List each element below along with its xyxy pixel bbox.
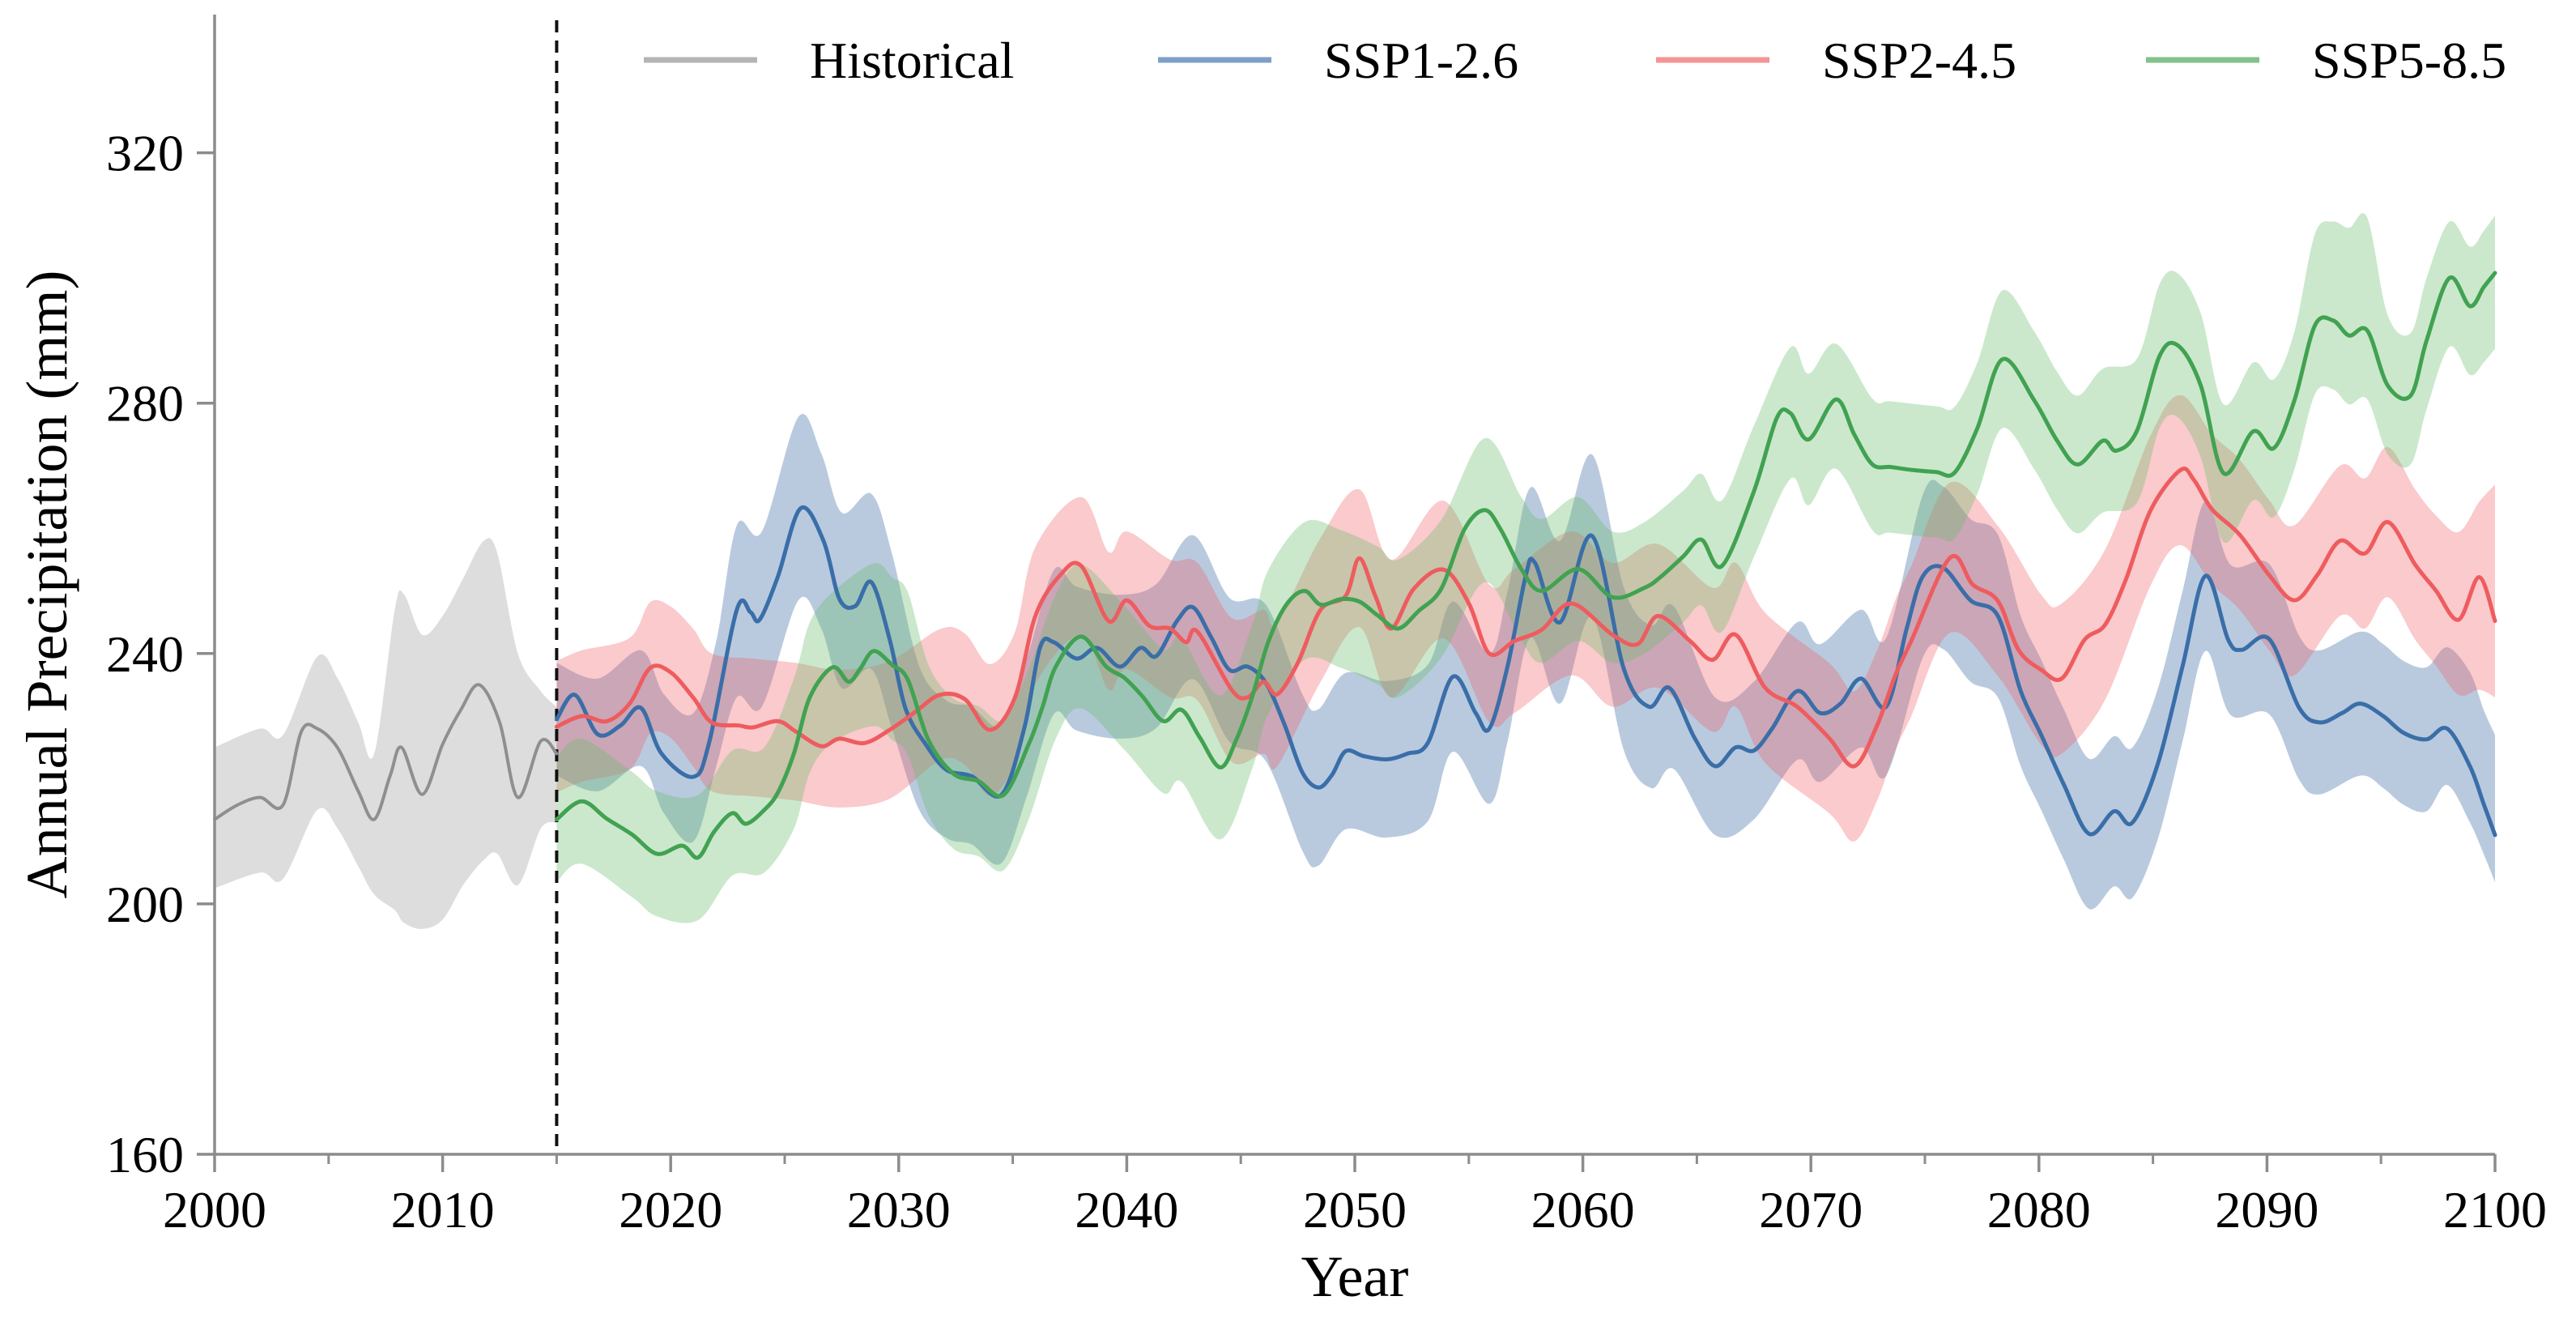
x-tick-label: 2040 — [1075, 1181, 1178, 1239]
x-tick-label: 2080 — [1987, 1181, 2091, 1239]
y-axis-title: Annual Precipitation (mm) — [15, 271, 79, 899]
band-ssp1-2-6 — [556, 414, 2496, 910]
x-tick-label: 2090 — [2215, 1181, 2318, 1239]
line-historical — [213, 683, 559, 821]
x-tick-label: 2000 — [163, 1181, 266, 1239]
y-tick-label: 160 — [106, 1126, 184, 1183]
y-tick-label: 200 — [106, 876, 184, 933]
x-axis-title: Year — [1301, 1244, 1409, 1309]
band-ssp2-4-5 — [556, 394, 2496, 842]
legend: Historical SSP1-2.6 SSP2-4.5 SSP5-8.5 — [644, 32, 2506, 89]
y-tick-label: 240 — [106, 625, 184, 683]
line-ssp2-4-5 — [554, 467, 2497, 769]
x-tick-label: 2030 — [847, 1181, 951, 1239]
x-tick-label: 2070 — [1759, 1181, 1863, 1239]
axes: 160 200 240 280 320 2000 2010 2020 2030 2040 2050 2… — [106, 15, 2547, 1239]
x-tick-label: 2010 — [391, 1181, 495, 1239]
legend-label: SSP2-4.5 — [1822, 32, 2016, 89]
x-tick-label: 2020 — [619, 1181, 722, 1239]
x-tick-label: 2060 — [1531, 1181, 1635, 1239]
legend-label: SSP5-8.5 — [2312, 32, 2506, 89]
x-tick-label: 2050 — [1303, 1181, 1407, 1239]
x-tick-label: 2100 — [2443, 1181, 2547, 1239]
legend-label: SSP1-2.6 — [1324, 32, 1518, 89]
line-ssp1-2-6 — [554, 505, 2497, 838]
y-tick-label: 320 — [106, 125, 184, 182]
y-tick-label: 280 — [106, 375, 184, 433]
band-historical — [215, 538, 557, 929]
legend-label: Historical — [810, 32, 1014, 89]
mean-lines — [213, 271, 2497, 860]
line-ssp5-8-5 — [554, 271, 2497, 860]
